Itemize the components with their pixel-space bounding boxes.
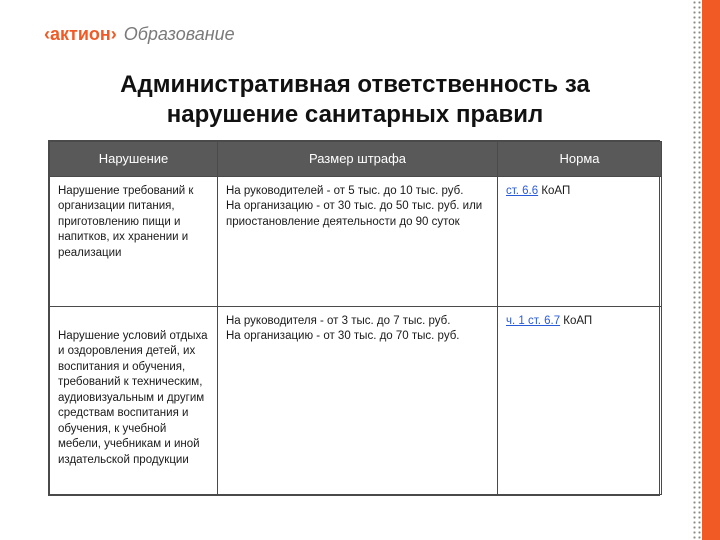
cell-violation: Нарушение условий отдыха и оздоровления … xyxy=(50,306,218,494)
norm-link[interactable]: ст. 6.6 xyxy=(506,185,538,197)
norm-rest: КоАП xyxy=(560,315,592,327)
brand-suffix: Образование xyxy=(124,24,235,44)
decorative-stripe xyxy=(692,0,720,540)
brand-name: актион xyxy=(44,24,117,44)
col-header-violation: Нарушение xyxy=(50,142,218,177)
stripe-dots xyxy=(692,0,702,540)
cell-violation: Нарушение требований к организации питан… xyxy=(50,176,218,306)
table-header-row: Нарушение Размер штрафа Норма xyxy=(50,142,662,177)
stripe-solid xyxy=(702,0,720,540)
page-title: Административная ответственность за нару… xyxy=(60,70,650,130)
col-header-fine: Размер штрафа xyxy=(218,142,498,177)
table-row: Нарушение условий отдыха и оздоровления … xyxy=(50,306,662,494)
cell-fine: На руководителей - от 5 тыс. до 10 тыс. … xyxy=(218,176,498,306)
brand-logo: актион Образование xyxy=(44,24,235,45)
col-header-norm: Норма xyxy=(498,142,662,177)
table-row: Нарушение требований к организации питан… xyxy=(50,176,662,306)
cell-norm: ст. 6.6 КоАП xyxy=(498,176,662,306)
liability-table: Нарушение Размер штрафа Норма Нарушение … xyxy=(48,140,660,496)
norm-rest: КоАП xyxy=(538,185,570,197)
cell-norm: ч. 1 ст. 6.7 КоАП xyxy=(498,306,662,494)
cell-fine: На руководителя - от 3 тыс. до 7 тыс. ру… xyxy=(218,306,498,494)
norm-link[interactable]: ч. 1 ст. 6.7 xyxy=(506,315,560,327)
